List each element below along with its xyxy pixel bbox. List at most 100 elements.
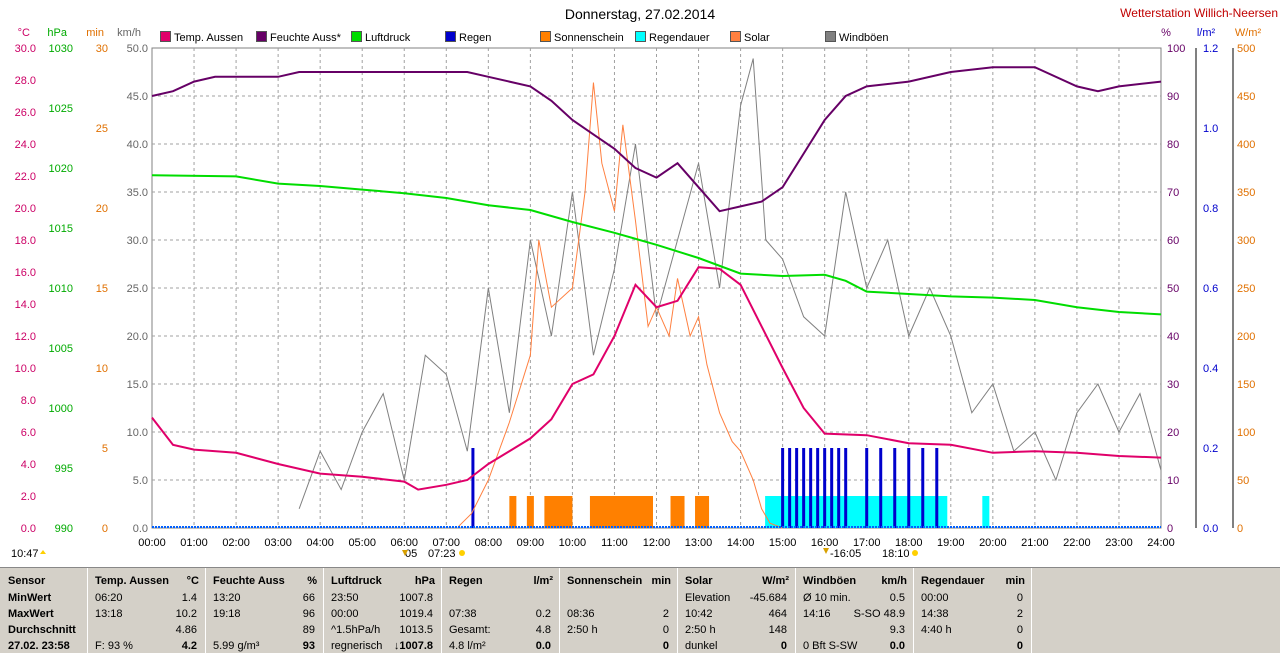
summary-regen-value: 0.0 bbox=[535, 640, 551, 652]
tick-solar: 100 bbox=[1237, 427, 1255, 439]
bar-rain bbox=[823, 448, 827, 528]
summary-regen-value: 0.2 bbox=[535, 608, 551, 620]
axis-unit-minutes: min bbox=[86, 27, 104, 39]
tick-time: 13:00 bbox=[685, 537, 713, 549]
tick-time: 21:00 bbox=[1021, 537, 1049, 549]
legend-solar: Solar bbox=[730, 31, 770, 44]
header-humidity-unit: % bbox=[307, 575, 317, 587]
summary-solar-label: 10:42 bbox=[685, 608, 713, 620]
summary-col-solar: Solar W/m² Elevation -45.684 10:42 464 2:50 … bbox=[678, 568, 796, 653]
summary-regendauer-value: 0 bbox=[1016, 640, 1023, 652]
tick-temp: 26.0 bbox=[15, 107, 36, 119]
tick-time: 20:00 bbox=[979, 537, 1007, 549]
tick-time: 23:00 bbox=[1105, 537, 1133, 549]
tick-pressure: 990 bbox=[55, 523, 73, 535]
tick-time: 08:00 bbox=[475, 537, 503, 549]
tick-rain: 0.0 bbox=[1203, 523, 1218, 535]
tick-rain: 0.6 bbox=[1203, 283, 1218, 295]
summary-luftdruck-value: 1007.8 bbox=[399, 592, 433, 604]
tick-wind: 10.0 bbox=[127, 427, 148, 439]
tick-time: 18:00 bbox=[895, 537, 923, 549]
tick-pressure: 1020 bbox=[49, 163, 73, 175]
tick-pressure: 1010 bbox=[49, 283, 73, 295]
header-rain: Regen bbox=[449, 575, 483, 587]
tick-solar: 200 bbox=[1237, 331, 1255, 343]
bar-rain bbox=[837, 448, 841, 528]
summary-temp-value: 4.86 bbox=[175, 624, 197, 636]
tick-rain: 1.0 bbox=[1203, 123, 1218, 135]
tick-minutes: 25 bbox=[96, 123, 108, 135]
tick-humidity: 70 bbox=[1167, 187, 1179, 199]
tick-temp: 20.0 bbox=[15, 203, 36, 215]
bar-rain bbox=[802, 448, 806, 528]
summary-regen-label: Gesamt: bbox=[449, 624, 491, 636]
header-temp: Temp. Aussen bbox=[95, 575, 169, 587]
header-rain-unit: l/m² bbox=[533, 575, 553, 587]
summary-regendauer-label: 4:40 h bbox=[921, 624, 952, 636]
bar-rain bbox=[816, 448, 820, 528]
summary-temp-value: 1.4 bbox=[181, 592, 197, 604]
summary-wind-label: Ø 10 min. bbox=[803, 592, 851, 604]
tick-minutes: 5 bbox=[102, 443, 108, 455]
header-temp-unit: °C bbox=[186, 575, 199, 587]
tick-temp: 10.0 bbox=[15, 363, 36, 375]
series-pressure bbox=[151, 174, 1162, 316]
tick-humidity: 50 bbox=[1167, 283, 1179, 295]
tick-pressure: 1005 bbox=[49, 343, 73, 355]
summary-regendauer-value: 0 bbox=[1016, 624, 1023, 636]
tick-pressure: 1000 bbox=[49, 403, 73, 415]
summary-temp-label: 06:20 bbox=[95, 592, 123, 604]
tick-time: 04:00 bbox=[306, 537, 334, 549]
tick-wind: 5.0 bbox=[133, 475, 148, 487]
tick-wind: 45.0 bbox=[127, 91, 148, 103]
tick-time: 00:00 bbox=[138, 537, 166, 549]
header-sunshine: Sonnenschein bbox=[567, 575, 643, 587]
summary-luftdruck-label: 00:00 bbox=[331, 608, 359, 620]
summary-col-humidity: Feuchte Auss % 13:20 66 19:18 96 89 5.99 g/m³… bbox=[206, 568, 324, 653]
tick-pressure: 1025 bbox=[49, 103, 73, 115]
bar-rain bbox=[844, 448, 848, 528]
summary-solar-value: -45.684 bbox=[749, 592, 787, 604]
station-name: Wetterstation Willich-Neersen bbox=[1120, 6, 1278, 20]
summary-wind-value: 0.0 bbox=[889, 640, 905, 652]
tick-pressure: 995 bbox=[55, 463, 73, 475]
tick-minutes: 20 bbox=[96, 203, 108, 215]
bar-rain bbox=[788, 448, 792, 528]
tick-time: 07:00 bbox=[433, 537, 461, 549]
tick-temp: 2.0 bbox=[21, 491, 36, 503]
series-solar bbox=[458, 82, 783, 529]
summary-feuchte-label: 13:20 bbox=[213, 592, 241, 604]
axis-unit-humidity: % bbox=[1161, 27, 1171, 39]
summary-sonne-label: 2:50 h bbox=[567, 624, 598, 636]
bar-sunshine bbox=[695, 496, 710, 528]
row-label-current: 27.02. 23:58 bbox=[8, 640, 70, 652]
legend-rain-duration: Regendauer bbox=[635, 31, 710, 44]
tick-solar: 150 bbox=[1237, 379, 1255, 391]
tick-humidity: 60 bbox=[1167, 235, 1179, 247]
summary-sonne-label: 08:36 bbox=[567, 608, 595, 620]
tick-time: 12:00 bbox=[643, 537, 671, 549]
summary-sonne-value: 0 bbox=[662, 624, 669, 636]
header-wind-unit: km/h bbox=[881, 575, 907, 587]
tick-minutes: 10 bbox=[96, 363, 108, 375]
summary-col-sensor: Sensor MinWert MaxWert Durchschnitt 27.0… bbox=[0, 568, 88, 653]
legend-rain: Regen bbox=[445, 31, 491, 44]
tick-humidity: 90 bbox=[1167, 91, 1179, 103]
tick-pressure: 1015 bbox=[49, 223, 73, 235]
summary-luftdruck-value: 1019.4 bbox=[399, 608, 433, 620]
tick-rain: 0.2 bbox=[1203, 443, 1218, 455]
summary-wind-value: 9.3 bbox=[889, 624, 905, 636]
tick-time: 11:00 bbox=[601, 537, 628, 549]
tick-time: 16:00 bbox=[811, 537, 839, 549]
summary-solar-value: 0 bbox=[780, 640, 787, 652]
summary-feuchte-value: 89 bbox=[302, 624, 315, 636]
bar-sunshine bbox=[544, 496, 573, 528]
axis-unit-pressure: hPa bbox=[47, 27, 67, 39]
tick-humidity: 40 bbox=[1167, 331, 1179, 343]
summary-regen-label: 07:38 bbox=[449, 608, 477, 620]
legend-sunshine: Sonnenschein bbox=[540, 31, 624, 44]
tick-solar: 400 bbox=[1237, 139, 1255, 151]
summary-temp-label: 13:18 bbox=[95, 608, 123, 620]
mark-left-time: 10:47 bbox=[11, 548, 39, 560]
summary-solar-label: dunkel bbox=[685, 640, 718, 652]
